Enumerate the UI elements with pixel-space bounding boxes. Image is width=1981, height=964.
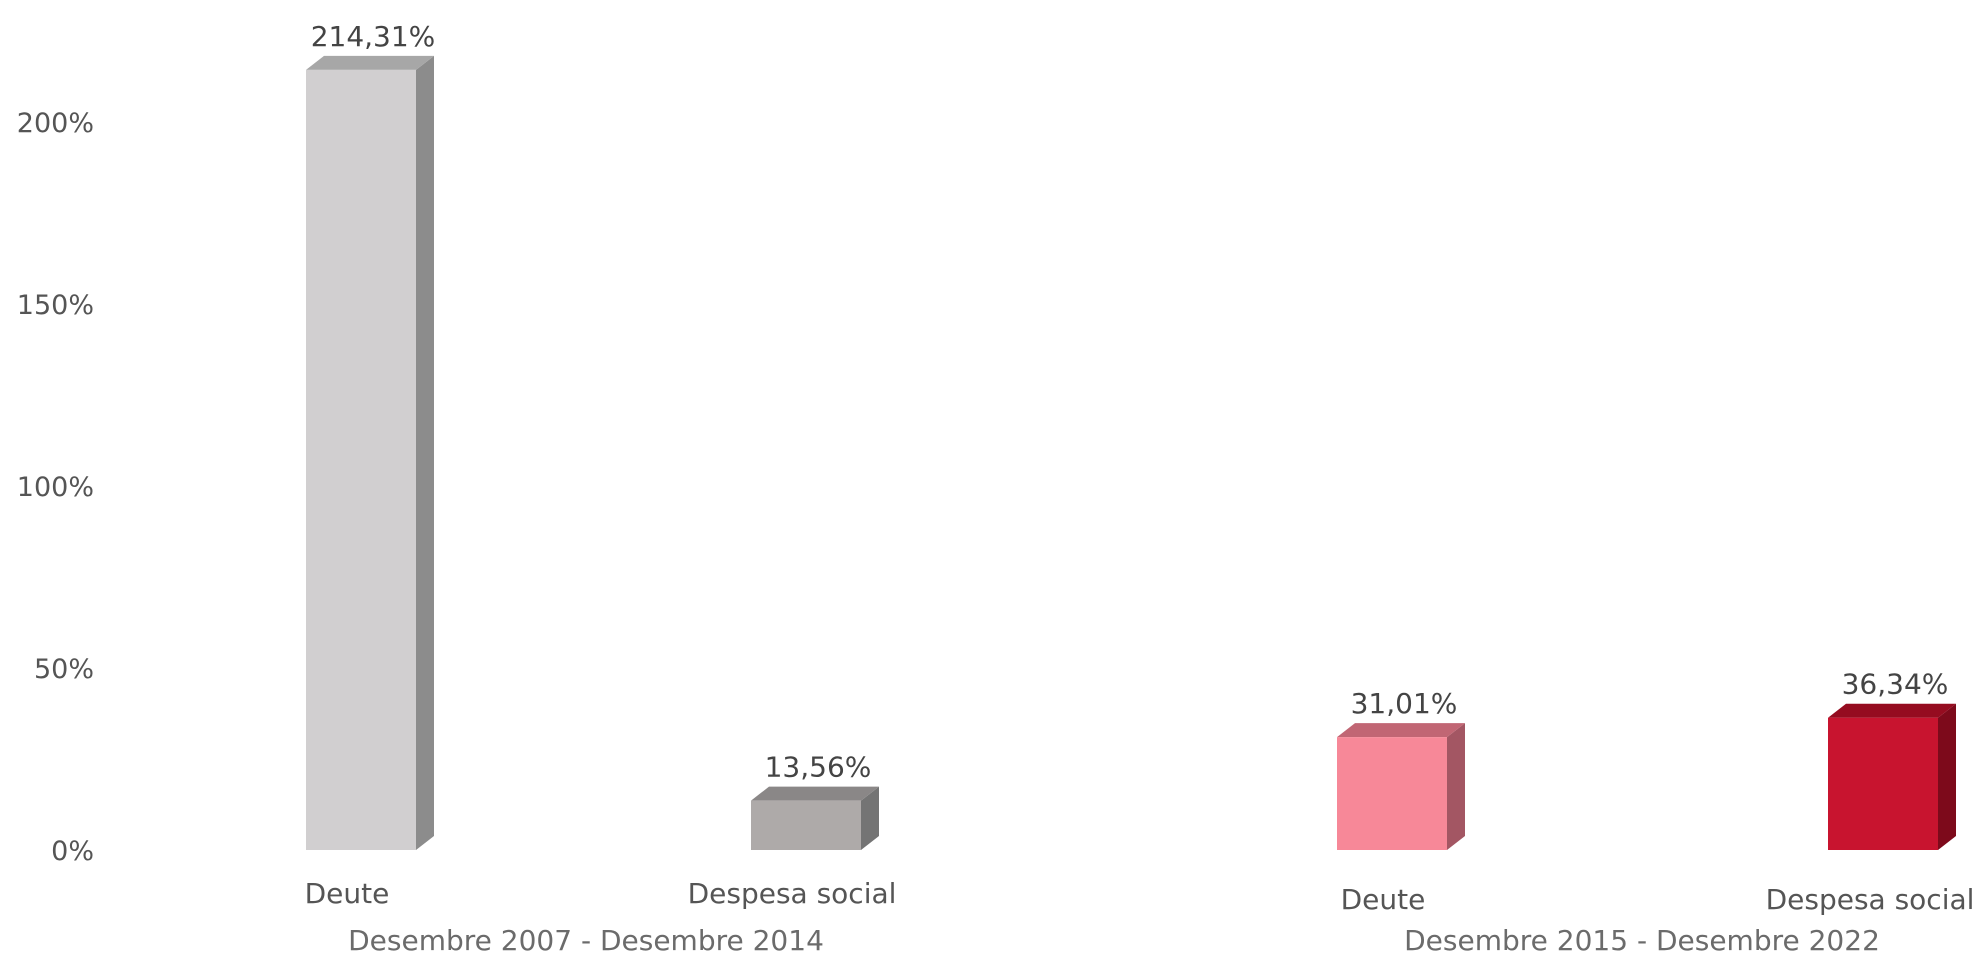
y-tick-label: 200% [17,108,94,139]
bar-side [1938,703,1956,850]
bar-top [1337,723,1465,738]
labels: 214,31% Deute 13,56% Despesa social Desembre… [305,20,1975,957]
data-label: 31,01% [1351,687,1458,720]
bar-side [861,786,879,850]
category-label: Deute [1341,883,1426,916]
bar-front [751,800,861,850]
bar-side [416,55,434,850]
bar-front [1828,717,1938,850]
bar [1828,703,1956,850]
group-label: Desembre 2007 - Desembre 2014 [348,924,824,957]
category-label: Despesa social [1766,883,1975,916]
data-label: 36,34% [1842,668,1949,701]
bar-side [1447,723,1465,850]
y-tick-label: 50% [34,654,94,685]
bar [1337,723,1465,850]
category-label: Despesa social [688,877,897,910]
data-label: 214,31% [311,20,436,53]
data-label: 13,56% [765,751,872,784]
bar-top [306,55,434,70]
y-tick-label: 0% [51,836,94,867]
bar-top [751,786,879,801]
bar [306,55,434,850]
group-label: Desembre 2015 - Desembre 2022 [1404,924,1880,957]
bars [306,55,1956,850]
bar-front [1337,737,1447,850]
y-axis: 0% 50% 100% 150% 200% [17,108,94,867]
bar [751,786,879,850]
bar-front [306,69,416,850]
y-tick-label: 100% [17,472,94,503]
bar-top [1828,703,1956,718]
y-tick-label: 150% [17,290,94,321]
category-label: Deute [305,877,390,910]
